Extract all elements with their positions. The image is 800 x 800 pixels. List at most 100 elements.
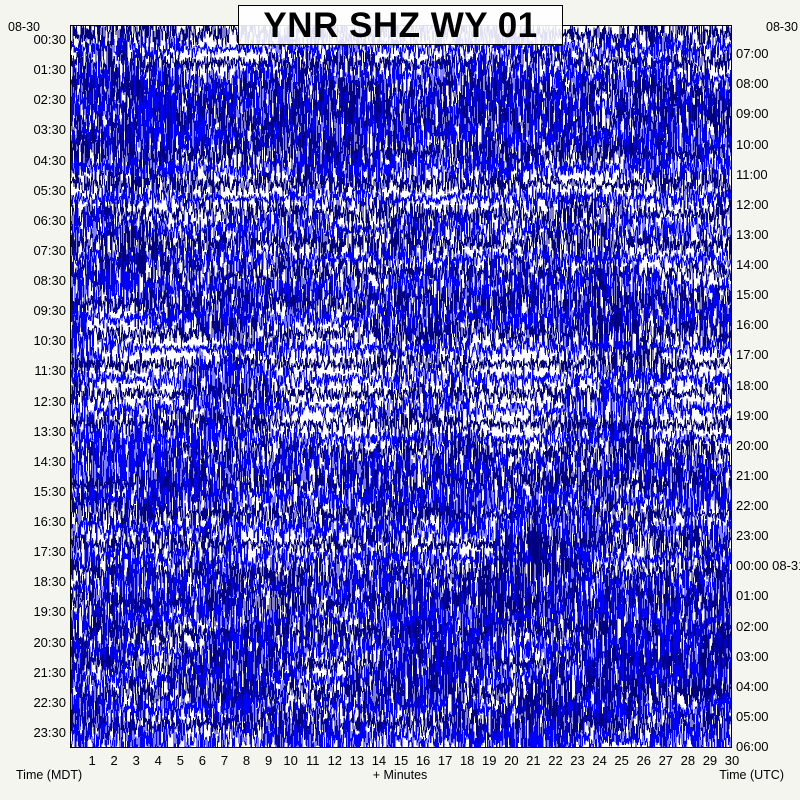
trace-line bbox=[71, 201, 731, 257]
minute-tick-label: 1 bbox=[88, 753, 96, 768]
right-hour-label: 06:00 bbox=[736, 739, 769, 754]
left-hour-label: 00:30 bbox=[33, 32, 66, 48]
minute-tick-label: 16 bbox=[415, 753, 431, 768]
right-hour-label: 11:00 bbox=[736, 166, 768, 182]
trace-line bbox=[71, 404, 731, 445]
trace-line bbox=[71, 47, 731, 113]
minute-tick-label: 15 bbox=[393, 753, 409, 768]
left-hour-label: 04:30 bbox=[33, 152, 66, 168]
right-hour-label: 02:00 bbox=[736, 618, 769, 634]
trace-line bbox=[71, 192, 731, 237]
trace-line bbox=[71, 680, 731, 739]
right-hour-label: 23:00 bbox=[736, 528, 769, 544]
trace-line bbox=[71, 451, 731, 520]
minute-tick-label: 20 bbox=[504, 753, 519, 768]
minute-tick-label: 8 bbox=[242, 753, 251, 768]
trace-line bbox=[71, 418, 731, 484]
trace-line bbox=[71, 533, 731, 581]
minute-tick-label: 4 bbox=[154, 753, 162, 768]
axis-caption-mdt: Time (MDT) bbox=[16, 768, 83, 782]
left-hour-label: 01:30 bbox=[33, 62, 66, 78]
minute-tick-label: 18 bbox=[459, 753, 475, 768]
trace-line bbox=[71, 183, 731, 214]
date-label-left: 08-30 bbox=[8, 20, 40, 34]
left-hour-label: 21:30 bbox=[33, 664, 66, 680]
minute-tick-label: 14 bbox=[371, 753, 387, 768]
trace-line bbox=[71, 489, 731, 537]
left-hour-label: 15:30 bbox=[33, 483, 66, 499]
left-hour-label: 03:30 bbox=[33, 122, 66, 138]
trace-line bbox=[71, 165, 731, 202]
left-hour-label: 07:30 bbox=[33, 242, 66, 258]
left-hour-label: 22:30 bbox=[33, 694, 66, 710]
left-hour-label: 18:30 bbox=[33, 574, 66, 590]
right-hour-label: 01:00 bbox=[736, 588, 769, 604]
right-hour-label: 16:00 bbox=[736, 317, 769, 333]
trace-line bbox=[71, 637, 731, 722]
trace-line bbox=[71, 405, 731, 535]
right-hour-label: 12:00 bbox=[736, 196, 769, 212]
right-hour-label: 10:00 bbox=[736, 136, 769, 152]
trace-line bbox=[71, 138, 731, 197]
left-hour-label: 11:30 bbox=[34, 363, 66, 379]
trace-line bbox=[71, 655, 731, 731]
trace-line bbox=[71, 28, 731, 68]
right-hour-label: 09:00 bbox=[736, 106, 769, 122]
trace-line bbox=[71, 455, 731, 553]
trace-line bbox=[71, 700, 731, 747]
minute-tick-label: 23 bbox=[570, 753, 585, 768]
right-hour-label: 07:00 bbox=[736, 46, 769, 62]
seismic-traces bbox=[71, 26, 731, 747]
minute-tick-label: 13 bbox=[349, 753, 365, 768]
left-hour-label: 14:30 bbox=[33, 453, 66, 469]
minute-tick-label: 7 bbox=[220, 753, 229, 768]
left-hour-label: 10:30 bbox=[33, 333, 66, 349]
left-hour-label: 08:30 bbox=[33, 273, 66, 289]
minute-tick-label: 10 bbox=[283, 753, 298, 768]
right-hour-label: 08:00 bbox=[736, 76, 769, 92]
right-hour-label: 22:00 bbox=[736, 498, 769, 513]
right-hour-label: 15:00 bbox=[736, 287, 769, 303]
minute-tick-label: 28 bbox=[680, 753, 696, 768]
trace-line bbox=[71, 337, 731, 389]
left-hour-label: 12:30 bbox=[33, 393, 66, 409]
left-hour-label: 09:30 bbox=[33, 303, 66, 319]
right-hour-label: 21:00 bbox=[736, 467, 769, 483]
left-hour-label: 16:30 bbox=[33, 514, 66, 530]
minute-tick-label: 5 bbox=[176, 753, 184, 768]
chart-title: YNR SHZ WY 01 bbox=[263, 5, 538, 45]
minute-tick-label: 30 bbox=[724, 753, 740, 768]
left-hour-label: 13:30 bbox=[33, 423, 66, 439]
right-hour-label: 03:00 bbox=[736, 648, 769, 664]
minute-tick-label: 3 bbox=[132, 753, 140, 768]
minute-tick-label: 11 bbox=[305, 753, 320, 768]
chart-title-box: YNR SHZ WY 01 bbox=[238, 5, 563, 45]
minute-tick-axis: 1 2 3 4 5 6 7 8 9 10 11 12 13 14 15 16 17 18 19 20 21 22 23 24 2… bbox=[70, 753, 739, 771]
minute-tick-label: 26 bbox=[636, 753, 651, 768]
minute-tick-label: 24 bbox=[592, 753, 607, 768]
right-hour-label: 05:00 bbox=[736, 708, 769, 724]
left-hour-label: 20:30 bbox=[33, 634, 66, 650]
minute-tick-label: 17 bbox=[437, 753, 453, 768]
axis-caption-minutes: + Minutes bbox=[372, 768, 428, 782]
minute-tick-label: 22 bbox=[548, 753, 563, 768]
right-hour-label: 17:00 bbox=[736, 347, 769, 363]
right-hour-label: 19:00 bbox=[736, 407, 769, 423]
right-hour-label: 18:00 bbox=[736, 377, 769, 393]
left-hour-label: 05:30 bbox=[33, 182, 66, 198]
minute-tick-label: 12 bbox=[327, 753, 343, 768]
minute-tick-label: 29 bbox=[702, 753, 718, 768]
trace-line bbox=[71, 310, 731, 375]
date-label-right: 08-30 bbox=[766, 20, 798, 34]
right-hour-label: 20:00 bbox=[736, 437, 769, 453]
minute-tick-label: 9 bbox=[264, 753, 273, 768]
trace-line bbox=[71, 237, 731, 279]
minute-tick-label: 2 bbox=[110, 753, 118, 768]
right-hour-label: 04:00 bbox=[736, 678, 769, 694]
axis-caption-utc: Time (UTC) bbox=[719, 768, 784, 782]
minute-tick-label: 27 bbox=[658, 753, 674, 768]
left-hour-label: 02:30 bbox=[33, 92, 66, 108]
minute-tick-label: 19 bbox=[482, 753, 497, 768]
left-hour-label: 06:30 bbox=[33, 212, 66, 228]
